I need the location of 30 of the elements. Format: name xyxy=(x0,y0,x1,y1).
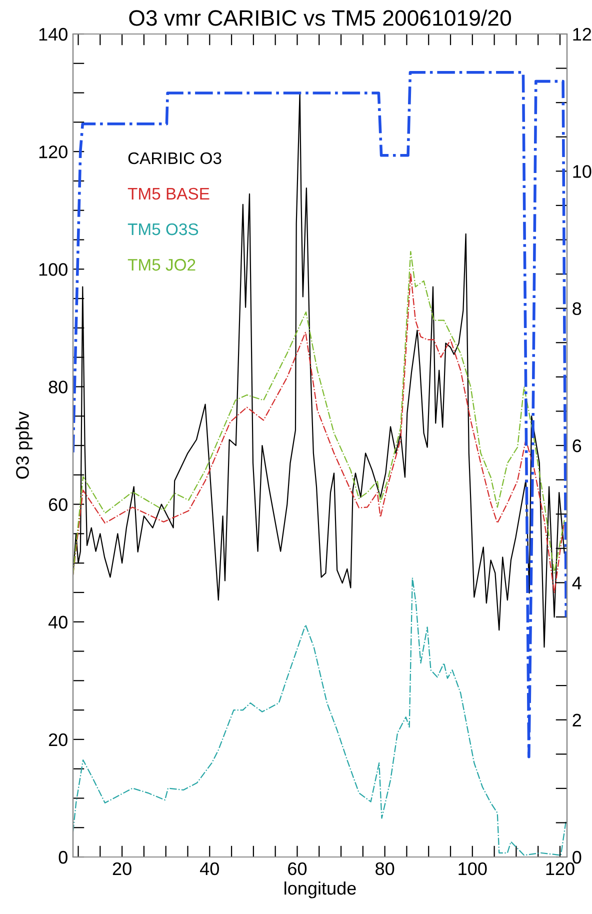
x-tick-label: 80 xyxy=(376,862,394,876)
chart-title: O3 vmr CARIBIC vs TM5 20061019/20 xyxy=(129,10,511,26)
x-tick-label: 40 xyxy=(200,862,219,876)
text: TM5 O3S xyxy=(128,223,198,236)
x-tick-label: 100 xyxy=(458,862,487,876)
y-tick-label: 120 xyxy=(39,146,68,158)
y-tick-label: 100 xyxy=(39,263,68,276)
y2-tick-label: 8 xyxy=(572,302,582,316)
y2-tick-label: 0 xyxy=(572,850,582,864)
x-tick-label: 120 xyxy=(546,862,574,876)
x-tick-label: 60 xyxy=(288,862,307,876)
line-series xyxy=(73,92,565,648)
y2-tick-label: 6 xyxy=(572,439,582,452)
y-tick-label: 0 xyxy=(58,850,68,864)
line-series xyxy=(73,71,567,758)
y2-tick-label: 10 xyxy=(573,165,592,178)
y-tick-label: 20 xyxy=(48,733,68,746)
text: TM5 JO2 xyxy=(128,258,196,271)
y2-tick-label: 2 xyxy=(572,714,581,726)
x-axis-title: longitude xyxy=(284,881,356,898)
y-tick-label: 80 xyxy=(48,380,68,394)
y2-tick-label: 4 xyxy=(572,576,582,590)
y-tick-label: 140 xyxy=(39,28,68,41)
text: TM5 BASE xyxy=(128,188,210,200)
x-tick-label: 20 xyxy=(112,862,132,876)
text: CARIBIC O3 xyxy=(128,152,222,164)
y2-tick-label: 12 xyxy=(573,28,592,41)
y-tick-label: 40 xyxy=(48,616,68,629)
y-axis-title: O3 ppbv xyxy=(16,411,32,479)
y-tick-label: 60 xyxy=(48,498,68,512)
